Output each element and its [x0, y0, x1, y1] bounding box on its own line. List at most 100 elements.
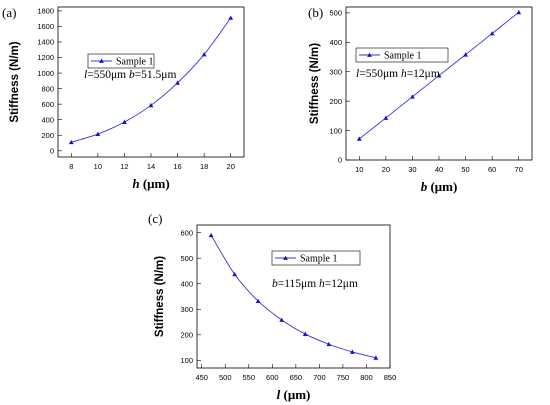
- y-tick-label: 200: [329, 97, 342, 106]
- y-tick-label: 600: [41, 100, 54, 109]
- data-point: [383, 115, 389, 120]
- y-axis-label: Stiffness (N/m): [309, 43, 321, 124]
- data-point: [228, 15, 234, 20]
- data-point: [373, 355, 379, 360]
- data-point: [232, 271, 238, 277]
- x-axis-label: b (μm): [421, 179, 458, 194]
- data-point: [148, 102, 154, 108]
- data-point: [349, 349, 355, 354]
- series-line-0: [210, 234, 376, 359]
- data-point: [208, 232, 214, 238]
- annotation-part: =12μm: [407, 68, 440, 80]
- y-tick-label: 600: [180, 228, 193, 237]
- x-tick-label: 450: [195, 373, 208, 382]
- annotation-part: b: [129, 69, 135, 81]
- y-tick-label: 500: [329, 9, 342, 18]
- parameter-annotation: l=550μm h=12μm: [356, 68, 440, 80]
- data-point: [122, 119, 127, 124]
- parameter-annotation: b=115μm h=12μm: [272, 278, 358, 290]
- annotation-part: h: [401, 68, 407, 80]
- x-axis-label: l (μm): [277, 387, 311, 402]
- x-tick-label: 50: [461, 165, 469, 174]
- y-tick-label: 1200: [37, 53, 54, 62]
- x-axis-unit: (μm): [280, 387, 310, 402]
- y-tick-label: 0: [338, 156, 342, 165]
- x-tick-label: 70: [515, 165, 523, 174]
- panel-label: (a): [2, 5, 16, 20]
- x-tick-label: 20: [227, 162, 235, 171]
- legend-box: [355, 47, 449, 63]
- chart-panel-1: (b) 10 20 30 40 50 60 70 0 100 200 300 400 500 Stiffne…: [308, 5, 533, 194]
- data-point: [68, 139, 74, 145]
- plot-frame: [345, 6, 533, 161]
- data-point: [410, 94, 415, 99]
- data-point: [356, 136, 362, 141]
- x-tick-label: 850: [384, 373, 397, 382]
- y-tick-label: 500: [180, 254, 193, 263]
- data-point: [95, 131, 101, 136]
- x-tick-label: 30: [408, 165, 416, 174]
- y-axis-label: Stiffness (N/m): [9, 41, 21, 122]
- legend-label: Sample 1: [116, 57, 154, 68]
- y-axis-label: Stiffness (N/m): [154, 256, 166, 337]
- annotation-part: =550μm: [359, 68, 401, 80]
- x-tick-label: 12: [120, 162, 128, 171]
- y-tick-label: 300: [329, 67, 342, 76]
- annotation-part: =115μm: [278, 278, 319, 290]
- legend-box: [87, 53, 155, 69]
- y-tick-label: 1000: [37, 69, 54, 78]
- y-tick-label: 1800: [37, 7, 54, 16]
- data-point: [175, 80, 180, 85]
- data-point: [489, 31, 495, 36]
- chart-panel-0: (a)8 10 12 14 16 18 20020040060080010001200140…: [2, 5, 245, 191]
- panel-label: (b): [308, 5, 323, 20]
- x-tick-label: 10: [355, 165, 363, 174]
- annotation-part: =12μm: [325, 278, 358, 290]
- y-tick-label: 300: [180, 305, 193, 314]
- legend-marker: [99, 58, 104, 63]
- x-tick-label: 500: [219, 373, 232, 382]
- x-axis-unit: (μm): [427, 179, 457, 194]
- x-axis-symbol: b: [421, 179, 428, 194]
- x-tick-label: 650: [290, 373, 303, 382]
- annotation-part: =550μm: [87, 69, 129, 81]
- y-tick-label: 400: [41, 115, 54, 124]
- x-tick-label: 800: [360, 373, 373, 382]
- x-axis-symbol: h: [132, 176, 139, 191]
- data-point: [279, 317, 285, 322]
- panel-label: (c): [148, 211, 162, 226]
- annotation-part: l: [84, 69, 87, 81]
- legend-marker: [367, 52, 372, 57]
- x-tick-label: 14: [147, 162, 155, 171]
- legend-marker: [283, 255, 288, 260]
- y-tick-label: 200: [180, 331, 193, 340]
- data-point: [201, 52, 207, 57]
- data-point: [463, 52, 468, 57]
- legend-box: [271, 250, 361, 266]
- legend-label: Sample 1: [384, 51, 422, 62]
- y-tick-label: 1600: [37, 22, 54, 31]
- x-tick-label: 16: [173, 162, 181, 171]
- y-tick-label: 1400: [37, 38, 54, 47]
- x-tick-label: 60: [488, 165, 496, 174]
- x-axis-label: h (μm): [132, 176, 169, 191]
- y-tick-label: 800: [41, 84, 54, 93]
- x-tick-label: 550: [243, 373, 256, 382]
- x-tick-label: 700: [313, 373, 326, 382]
- annotation-part: =51.5μm: [135, 69, 177, 81]
- parameter-annotation: l=550μm b=51.5μm: [84, 69, 176, 81]
- legend-label: Sample 1: [300, 254, 338, 265]
- x-tick-label: 8: [69, 162, 73, 171]
- annotation-part: l: [356, 68, 359, 80]
- plot-frame: [57, 6, 245, 158]
- y-tick-label: 0: [50, 146, 54, 155]
- data-point: [516, 9, 522, 15]
- x-axis-symbol: l: [277, 387, 281, 402]
- x-tick-label: 750: [337, 373, 350, 382]
- y-tick-label: 100: [329, 126, 342, 135]
- chart-panel-2: (c) 450 500 550 600 650 700 750 800 850 100 200 300 4…: [148, 211, 396, 402]
- y-tick-label: 200: [41, 131, 54, 140]
- annotation-part: b: [272, 278, 278, 290]
- plot-frame: [196, 224, 391, 369]
